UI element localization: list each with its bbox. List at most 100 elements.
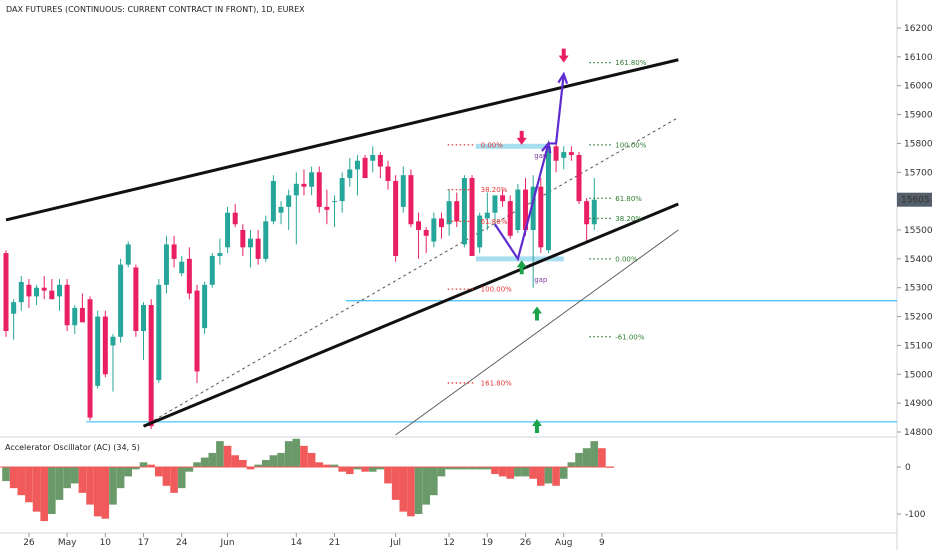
candle-body — [438, 218, 444, 228]
candle-body — [255, 238, 261, 259]
oscillator-bar — [514, 467, 522, 477]
candle-body — [377, 154, 383, 167]
candle-body — [179, 261, 185, 274]
oscillator-bar — [284, 441, 293, 467]
candle-body — [232, 212, 238, 225]
candle-body — [209, 255, 215, 285]
candle-body — [523, 189, 529, 230]
candle-body — [553, 146, 559, 161]
oscillator-bar — [552, 467, 560, 486]
candle-body — [26, 284, 32, 297]
arrow-up-icon — [531, 419, 542, 434]
oscillator-bar — [55, 467, 64, 500]
candle-body — [362, 157, 368, 179]
price-tick-label: 15100 — [904, 341, 932, 351]
oscillator-bar — [323, 464, 331, 467]
candle-body — [408, 175, 414, 225]
fib-level-label: 38.20% — [481, 186, 508, 194]
oscillator-bar — [498, 467, 507, 477]
oscillator-bar — [155, 467, 163, 477]
oscillator-bar — [590, 441, 599, 467]
oscillator-bar — [269, 455, 278, 467]
candle-body — [469, 178, 475, 256]
candle-body — [194, 290, 200, 372]
candle-body — [293, 183, 299, 196]
candle-body — [423, 230, 429, 236]
oscillator-bar — [376, 467, 385, 470]
oscillator-bar — [452, 467, 461, 470]
candle-body — [324, 206, 330, 210]
candle-body — [270, 180, 276, 222]
oscillator-bar — [582, 448, 591, 467]
candle-body — [186, 258, 192, 294]
arrow-down-icon — [558, 48, 569, 63]
candle-body — [64, 284, 70, 326]
chart-title: DAX FUTURES (CONTINUOUS: CURRENT CONTRAC… — [6, 5, 305, 14]
oscillator-bar — [437, 467, 446, 477]
candle-body — [3, 253, 9, 331]
candle-body — [34, 287, 40, 297]
candle-body — [79, 307, 85, 323]
oscillator-bar — [9, 467, 18, 489]
oscillator-title: Accelerator Oscillator (AC) (34, 5) — [5, 443, 140, 452]
candle-body — [102, 316, 108, 375]
candle-body — [370, 154, 376, 161]
time-tick-label: 19 — [482, 538, 494, 548]
oscillator-bar — [529, 467, 537, 479]
oscillator-bar — [368, 467, 377, 472]
time-tick-label: Jun — [220, 538, 235, 548]
price-tick-label: 14800 — [904, 428, 932, 438]
oscillator-bar — [277, 452, 285, 467]
fib-level-label: 61.80% — [615, 195, 642, 203]
candle-body — [133, 267, 139, 331]
candle-body — [431, 218, 437, 242]
candle-body — [347, 169, 353, 179]
oscillator-bar — [231, 455, 239, 467]
time-tick-label: 21 — [329, 538, 340, 548]
osc-tick-label: 0 — [905, 463, 911, 473]
candle-body — [148, 305, 154, 427]
gap-label: gap — [534, 276, 548, 284]
oscillator-bar — [70, 467, 79, 484]
oscillator-bar — [32, 467, 41, 512]
fib-level-label: 161.80% — [615, 59, 646, 67]
candle-body — [530, 186, 536, 230]
fib-level-label: 61.80% — [481, 218, 508, 226]
oscillator-bar — [246, 467, 255, 470]
oscillator-bar — [254, 464, 262, 467]
candle-body — [309, 172, 315, 187]
oscillator-bar — [124, 467, 133, 477]
candle-body — [202, 284, 208, 329]
oscillator-bar — [521, 467, 530, 477]
channel-midline — [143, 117, 679, 427]
candle-body — [461, 178, 467, 245]
oscillator-bar — [361, 467, 369, 472]
candle-body — [507, 201, 513, 236]
oscillator-bar — [315, 462, 324, 467]
time-tick-label: 10 — [100, 538, 112, 548]
thin-trendline — [395, 229, 679, 436]
oscillator-bar — [63, 467, 71, 489]
oscillator-bar — [407, 467, 415, 517]
oscillator-bar — [475, 467, 484, 470]
candle-body — [545, 146, 551, 251]
oscillator-bar — [170, 467, 178, 493]
oscillator-bar — [567, 462, 576, 467]
candle-body — [538, 186, 544, 248]
price-tick-label: 15300 — [904, 284, 932, 294]
candle-body — [11, 302, 17, 314]
gap-label: gap — [534, 152, 548, 160]
price-tick-label: 16200 — [904, 24, 932, 34]
oscillator-bar — [422, 467, 430, 505]
main-pane — [3, 48, 897, 436]
arrow-up-icon — [531, 306, 542, 321]
price-tick-label: 15000 — [904, 370, 932, 380]
oscillator-bar — [300, 445, 308, 467]
oscillator-bar — [162, 467, 171, 486]
oscillator-bar — [208, 452, 217, 467]
oscillator-bar — [101, 467, 110, 519]
oscillator-bar — [216, 441, 224, 467]
oscillator-bar — [506, 467, 515, 479]
